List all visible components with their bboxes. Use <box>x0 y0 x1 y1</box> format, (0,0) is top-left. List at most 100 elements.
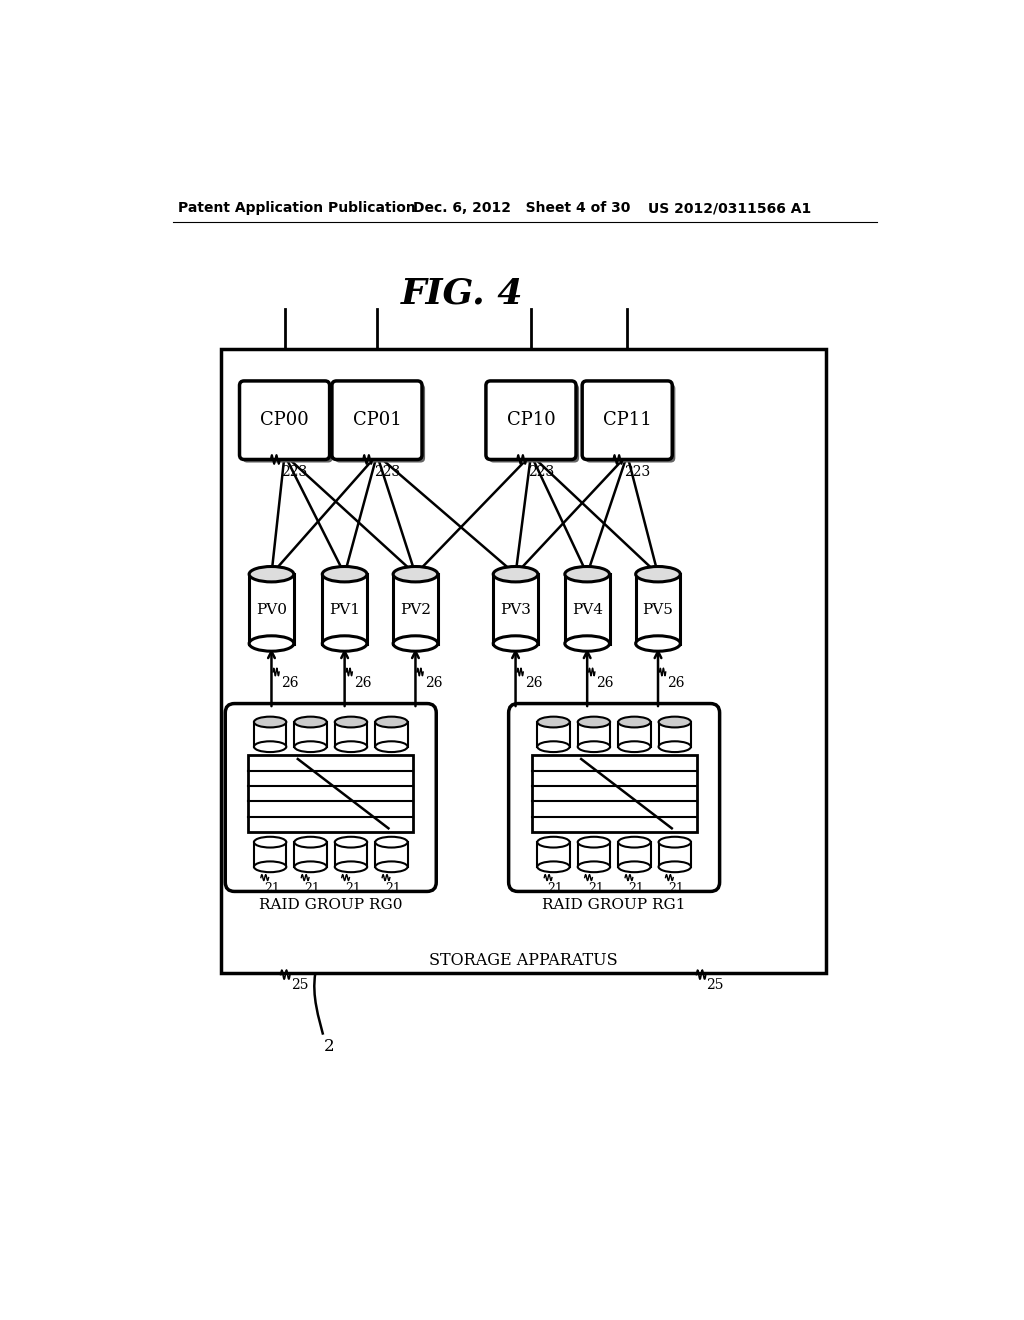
Text: 26: 26 <box>354 676 372 690</box>
Ellipse shape <box>254 742 287 752</box>
Ellipse shape <box>375 862 408 873</box>
Ellipse shape <box>565 566 609 582</box>
Ellipse shape <box>335 837 368 847</box>
Bar <box>249 755 413 832</box>
FancyBboxPatch shape <box>225 704 436 891</box>
Text: 223: 223 <box>625 465 650 479</box>
Ellipse shape <box>578 837 610 847</box>
Text: 21: 21 <box>588 882 603 895</box>
Text: CP10: CP10 <box>507 412 555 429</box>
Text: 21: 21 <box>385 882 401 895</box>
Text: PV2: PV2 <box>400 603 431 618</box>
Ellipse shape <box>658 742 691 752</box>
Ellipse shape <box>578 717 610 727</box>
Ellipse shape <box>323 566 367 582</box>
FancyBboxPatch shape <box>489 384 580 462</box>
Bar <box>249 574 294 644</box>
Ellipse shape <box>294 717 327 727</box>
Bar <box>294 842 327 867</box>
Ellipse shape <box>618 837 650 847</box>
FancyBboxPatch shape <box>509 704 720 891</box>
Text: 223: 223 <box>374 465 400 479</box>
Text: FIG. 4: FIG. 4 <box>400 276 523 310</box>
Ellipse shape <box>323 636 367 651</box>
Bar <box>494 574 538 644</box>
Ellipse shape <box>578 742 610 752</box>
Ellipse shape <box>335 742 368 752</box>
Text: Dec. 6, 2012   Sheet 4 of 30: Dec. 6, 2012 Sheet 4 of 30 <box>413 202 631 215</box>
Text: CP00: CP00 <box>260 412 309 429</box>
Ellipse shape <box>636 636 680 651</box>
Ellipse shape <box>375 837 408 847</box>
FancyBboxPatch shape <box>335 384 425 462</box>
Bar <box>393 574 438 644</box>
FancyBboxPatch shape <box>332 381 422 459</box>
Ellipse shape <box>375 717 408 727</box>
Ellipse shape <box>538 837 569 847</box>
Text: PV0: PV0 <box>256 603 287 618</box>
Text: 21: 21 <box>304 882 321 895</box>
Ellipse shape <box>636 566 680 582</box>
Bar <box>658 842 691 867</box>
Text: 26: 26 <box>425 676 442 690</box>
Text: CP01: CP01 <box>352 412 401 429</box>
FancyBboxPatch shape <box>486 381 577 459</box>
Ellipse shape <box>294 742 327 752</box>
Text: 21: 21 <box>345 882 360 895</box>
Ellipse shape <box>658 837 691 847</box>
FancyBboxPatch shape <box>243 384 333 462</box>
Ellipse shape <box>294 862 327 873</box>
Text: PV1: PV1 <box>329 603 360 618</box>
Ellipse shape <box>618 862 650 873</box>
Ellipse shape <box>254 837 287 847</box>
Ellipse shape <box>254 717 287 727</box>
Text: PV5: PV5 <box>643 603 674 618</box>
Ellipse shape <box>375 742 408 752</box>
Ellipse shape <box>494 566 538 582</box>
Text: STORAGE APPARATUS: STORAGE APPARATUS <box>429 952 617 969</box>
Bar <box>254 842 287 867</box>
Text: Patent Application Publication: Patent Application Publication <box>178 202 416 215</box>
Text: 26: 26 <box>281 676 298 690</box>
Text: PV4: PV4 <box>571 603 603 618</box>
Bar <box>335 842 368 867</box>
Text: 21: 21 <box>628 882 644 895</box>
Bar <box>538 722 569 747</box>
Ellipse shape <box>658 862 691 873</box>
Bar <box>618 722 650 747</box>
Text: 25: 25 <box>291 978 308 993</box>
Ellipse shape <box>254 862 287 873</box>
Bar <box>375 722 408 747</box>
Bar <box>578 842 610 867</box>
Ellipse shape <box>393 566 438 582</box>
Bar <box>538 842 569 867</box>
Text: 223: 223 <box>282 465 308 479</box>
FancyBboxPatch shape <box>586 384 676 462</box>
Ellipse shape <box>658 717 691 727</box>
Text: 223: 223 <box>528 465 554 479</box>
Ellipse shape <box>249 636 294 651</box>
Ellipse shape <box>335 717 368 727</box>
Ellipse shape <box>618 717 650 727</box>
Ellipse shape <box>249 566 294 582</box>
Text: 25: 25 <box>707 978 724 993</box>
Ellipse shape <box>538 862 569 873</box>
Bar <box>294 722 327 747</box>
Bar <box>636 574 680 644</box>
Bar <box>221 350 826 973</box>
Bar <box>658 722 691 747</box>
FancyBboxPatch shape <box>240 381 330 459</box>
Text: 21: 21 <box>264 882 280 895</box>
Text: 2: 2 <box>324 1038 335 1055</box>
Ellipse shape <box>538 742 569 752</box>
Text: RAID GROUP RG0: RAID GROUP RG0 <box>259 899 402 912</box>
Bar <box>578 722 610 747</box>
Ellipse shape <box>565 636 609 651</box>
Bar <box>323 574 367 644</box>
Ellipse shape <box>494 636 538 651</box>
Ellipse shape <box>578 862 610 873</box>
Text: 26: 26 <box>596 676 614 690</box>
Text: PV3: PV3 <box>500 603 531 618</box>
Text: 21: 21 <box>669 882 684 895</box>
Text: 26: 26 <box>668 676 685 690</box>
